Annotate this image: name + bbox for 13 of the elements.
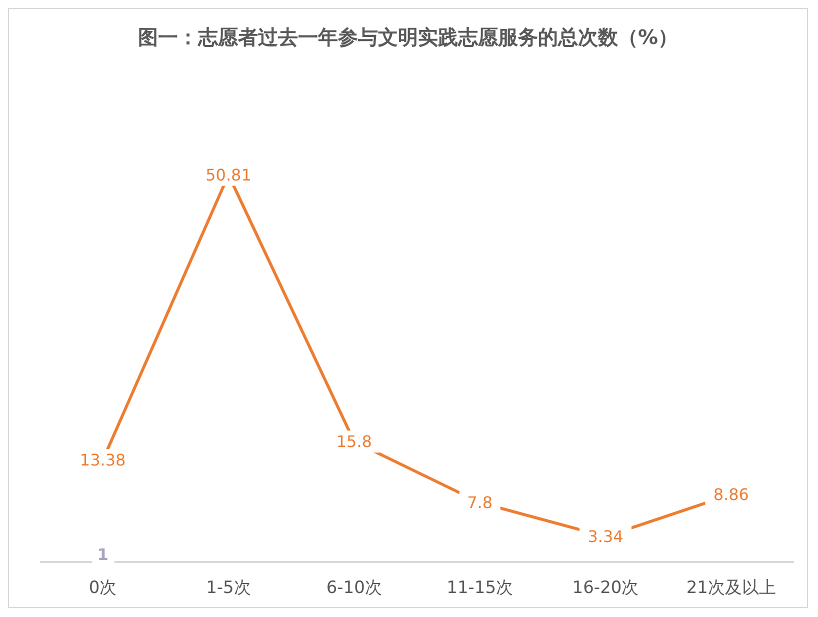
x-tick-label: 21次及以上 [686,578,776,598]
x-tick-label: 11-15次 [446,578,514,598]
data-label: 3.34 [588,527,624,546]
chart-title: 图一：志愿者过去一年参与文明实践志愿服务的总次数（%） [138,25,678,49]
data-label: 13.38 [80,450,126,470]
data-label: 15.8 [336,432,372,452]
x-tick-label: 6-10次 [326,578,382,598]
data-label: 8.86 [713,485,749,504]
x-tick-label: 16-20次 [572,578,639,598]
data-label: 50.81 [206,165,252,184]
x-tick-label: 0次 [88,578,117,598]
x-tick-label: 1-5次 [206,578,251,598]
text: 1 [97,545,108,564]
